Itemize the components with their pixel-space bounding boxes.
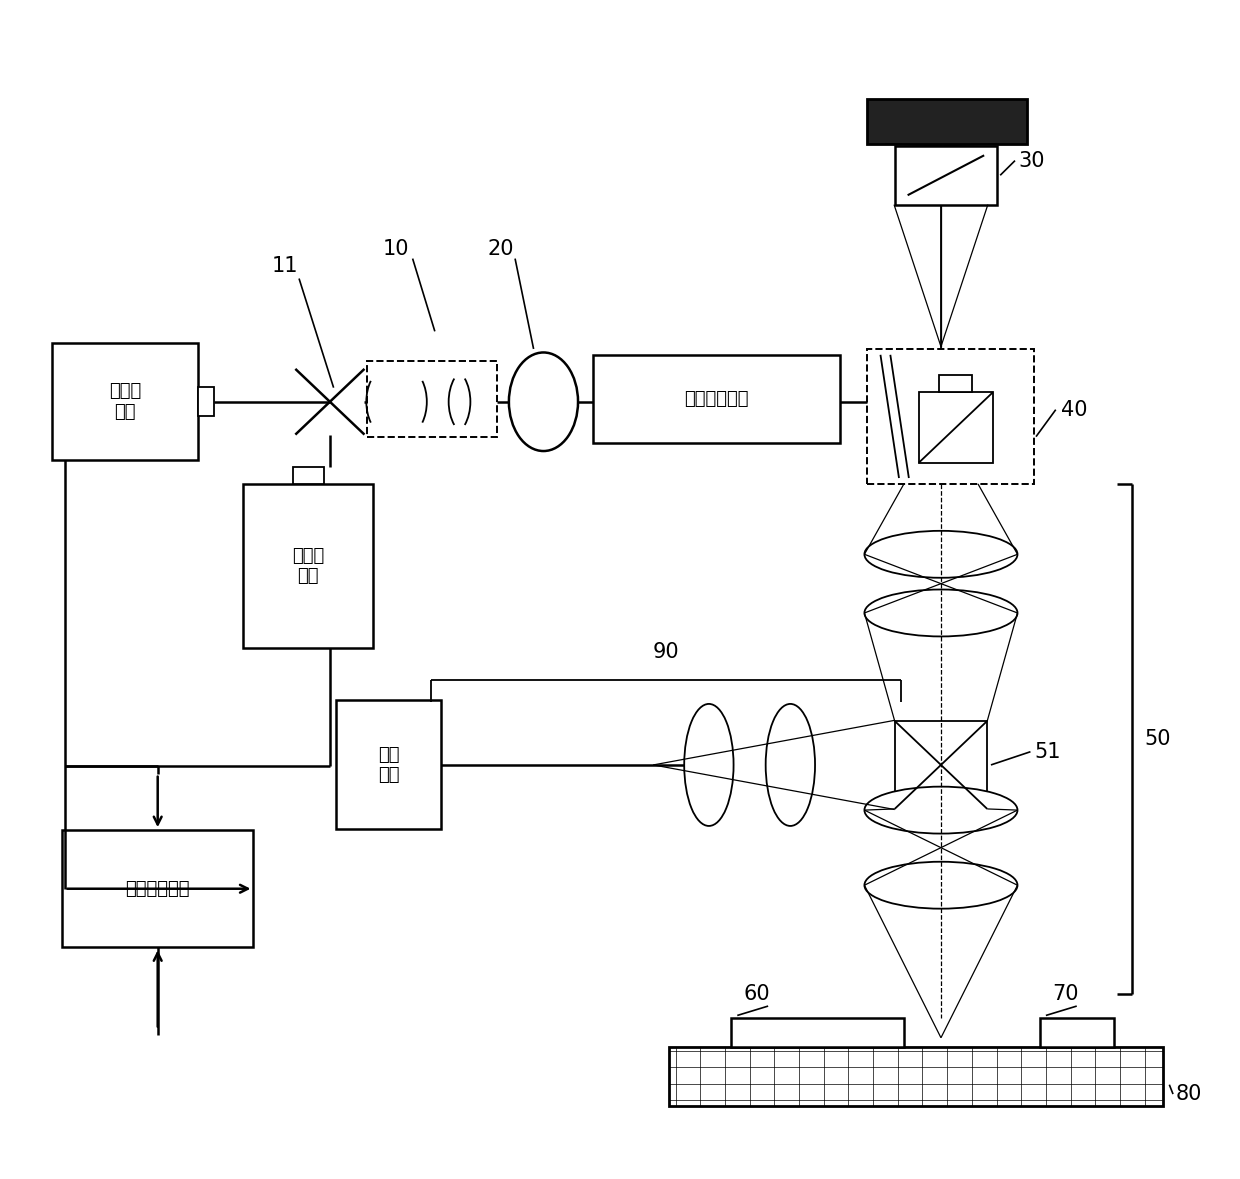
Text: 50: 50 bbox=[1145, 729, 1171, 749]
Bar bbox=[732, 1017, 904, 1047]
Text: 20: 20 bbox=[487, 239, 515, 259]
Ellipse shape bbox=[864, 590, 1018, 637]
Bar bbox=[62, 830, 253, 948]
Text: 探测激
光器: 探测激 光器 bbox=[293, 547, 325, 586]
Text: 曝光激
光器: 曝光激 光器 bbox=[109, 382, 141, 421]
Text: 10: 10 bbox=[383, 239, 409, 259]
Bar bbox=[670, 1047, 1163, 1106]
Bar bbox=[198, 387, 213, 416]
Bar bbox=[895, 146, 997, 205]
Text: 80: 80 bbox=[1176, 1084, 1202, 1104]
Ellipse shape bbox=[864, 786, 1018, 834]
Text: 同步控制单元: 同步控制单元 bbox=[125, 880, 190, 897]
Bar bbox=[919, 393, 993, 463]
Ellipse shape bbox=[684, 704, 734, 826]
Bar bbox=[293, 467, 324, 483]
Ellipse shape bbox=[864, 531, 1018, 578]
Text: 11: 11 bbox=[272, 256, 299, 276]
Text: 70: 70 bbox=[1052, 983, 1079, 1003]
Bar bbox=[1039, 1017, 1114, 1047]
Bar bbox=[243, 483, 373, 648]
Ellipse shape bbox=[864, 862, 1018, 909]
Bar bbox=[367, 361, 496, 437]
Bar bbox=[52, 343, 198, 461]
Bar bbox=[867, 99, 1028, 144]
Bar bbox=[336, 700, 441, 830]
Bar bbox=[939, 375, 972, 393]
Text: 感光
元件: 感光 元件 bbox=[378, 745, 399, 784]
Ellipse shape bbox=[508, 353, 578, 452]
Ellipse shape bbox=[765, 704, 815, 826]
Bar bbox=[895, 720, 987, 809]
Text: 51: 51 bbox=[1034, 742, 1060, 762]
Bar bbox=[593, 355, 839, 443]
Text: 90: 90 bbox=[652, 641, 680, 661]
Text: 60: 60 bbox=[744, 983, 770, 1003]
Bar bbox=[867, 349, 1033, 483]
Text: 匀光照明单元: 匀光照明单元 bbox=[684, 390, 749, 408]
Text: 40: 40 bbox=[1060, 400, 1087, 420]
Text: 30: 30 bbox=[1019, 151, 1045, 171]
